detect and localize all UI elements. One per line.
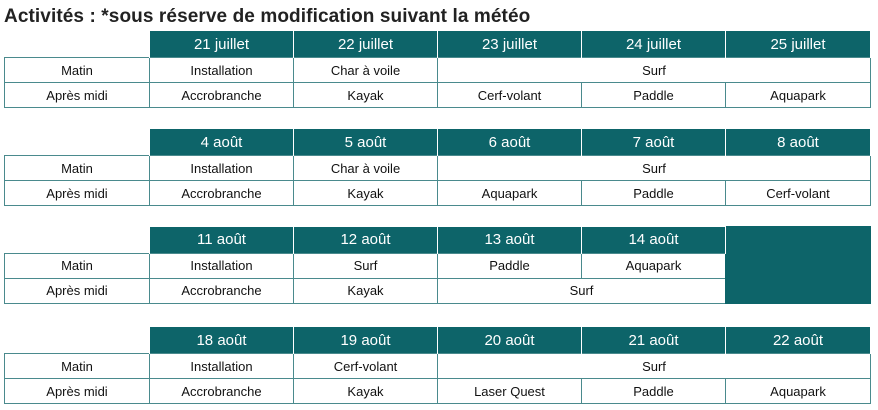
activity-cell: Surf xyxy=(293,252,438,279)
activity-cell: Accrobranche xyxy=(149,82,294,108)
date-header: 21 juillet xyxy=(149,31,294,58)
activity-cell: Aquapark xyxy=(437,180,582,206)
activity-cell: Laser Quest xyxy=(437,378,582,404)
activity-cell: Kayak xyxy=(293,82,438,108)
activity-cell: Surf xyxy=(437,57,871,83)
schedule-week-4: 18 août 19 août 20 août 21 août 22 août … xyxy=(4,327,871,404)
date-header: 25 juillet xyxy=(725,31,871,58)
row-label-morning: Matin xyxy=(4,353,150,379)
activity-cell: Aquapark xyxy=(581,252,726,279)
schedule-week-1: 21 juillet 22 juillet 23 juillet 24 juil… xyxy=(4,31,871,108)
date-header: 11 août xyxy=(149,226,294,253)
date-header: 19 août xyxy=(293,327,438,354)
activity-cell: Aquapark xyxy=(725,378,871,404)
schedule-week-3: 11 août 12 août 13 août 14 août Matin In… xyxy=(4,226,871,304)
date-header-row: 21 juillet 22 juillet 23 juillet 24 juil… xyxy=(5,31,871,58)
activity-cell: Accrobranche xyxy=(149,277,294,304)
morning-row: Matin Installation Char à voile Surf xyxy=(4,57,871,83)
activity-cell: Char à voile xyxy=(293,155,438,181)
activity-cell: Installation xyxy=(149,155,294,181)
afternoon-row: Après midi Accrobranche Kayak Laser Ques… xyxy=(4,378,871,404)
activity-cell: Paddle xyxy=(581,180,726,206)
afternoon-row: Après midi Accrobranche Kayak Surf xyxy=(4,277,871,304)
date-header: 12 août xyxy=(293,226,438,253)
morning-row: Matin Installation Char à voile Surf xyxy=(4,155,871,181)
date-header: 7 août xyxy=(581,129,726,156)
date-header: 21 août xyxy=(581,327,726,354)
date-header: 8 août xyxy=(725,129,871,156)
afternoon-row: Après midi Accrobranche Kayak Cerf-volan… xyxy=(4,82,871,108)
date-header: 24 juillet xyxy=(581,31,726,58)
activity-cell: Aquapark xyxy=(725,82,871,108)
row-label-afternoon: Après midi xyxy=(4,180,150,206)
page-title: Activités : *sous réserve de modificatio… xyxy=(4,6,531,27)
date-header-row: 11 août 12 août 13 août 14 août xyxy=(5,226,871,304)
activity-cell: Kayak xyxy=(293,378,438,404)
activity-cell: Cerf-volant xyxy=(293,353,438,379)
date-header-row: 18 août 19 août 20 août 21 août 22 août xyxy=(5,327,871,354)
activity-cell: Surf xyxy=(437,155,871,181)
row-label-afternoon: Après midi xyxy=(4,378,150,404)
activity-cell: Paddle xyxy=(581,378,726,404)
morning-row: Matin Installation Surf Paddle Aquapark xyxy=(4,252,871,279)
date-header: 22 août xyxy=(725,327,871,354)
activity-cell: Installation xyxy=(149,353,294,379)
activity-cell: Installation xyxy=(149,252,294,279)
date-header: 18 août xyxy=(149,327,294,354)
row-label-afternoon: Après midi xyxy=(4,277,150,304)
row-label-morning: Matin xyxy=(4,252,150,279)
activity-cell: Paddle xyxy=(581,82,726,108)
activity-cell: Cerf-volant xyxy=(437,82,582,108)
activity-cell: Kayak xyxy=(293,180,438,206)
activity-cell: Installation xyxy=(149,57,294,83)
afternoon-row: Après midi Accrobranche Kayak Aquapark P… xyxy=(4,180,871,206)
activity-cell: Accrobranche xyxy=(149,180,294,206)
activity-cell: Cerf-volant xyxy=(725,180,871,206)
date-header: 22 juillet xyxy=(293,31,438,58)
row-label-morning: Matin xyxy=(4,155,150,181)
date-header: 20 août xyxy=(437,327,582,354)
date-header-row: 4 août 5 août 6 août 7 août 8 août xyxy=(5,129,871,156)
activity-cell: Char à voile xyxy=(293,57,438,83)
date-header: 5 août xyxy=(293,129,438,156)
date-header: 14 août xyxy=(581,226,726,253)
empty-day-block xyxy=(725,226,871,304)
activity-cell: Paddle xyxy=(437,252,582,279)
activity-cell: Kayak xyxy=(293,277,438,304)
date-header: 4 août xyxy=(149,129,294,156)
activity-cell: Accrobranche xyxy=(149,378,294,404)
schedule-week-2: 4 août 5 août 6 août 7 août 8 août Matin… xyxy=(4,129,871,206)
row-label-morning: Matin xyxy=(4,57,150,83)
date-header: 6 août xyxy=(437,129,582,156)
date-header: 13 août xyxy=(437,226,582,253)
date-header: 23 juillet xyxy=(437,31,582,58)
row-label-afternoon: Après midi xyxy=(4,82,150,108)
activity-cell: Surf xyxy=(437,353,871,379)
activity-cell: Surf xyxy=(437,277,726,304)
morning-row: Matin Installation Cerf-volant Surf xyxy=(4,353,871,379)
